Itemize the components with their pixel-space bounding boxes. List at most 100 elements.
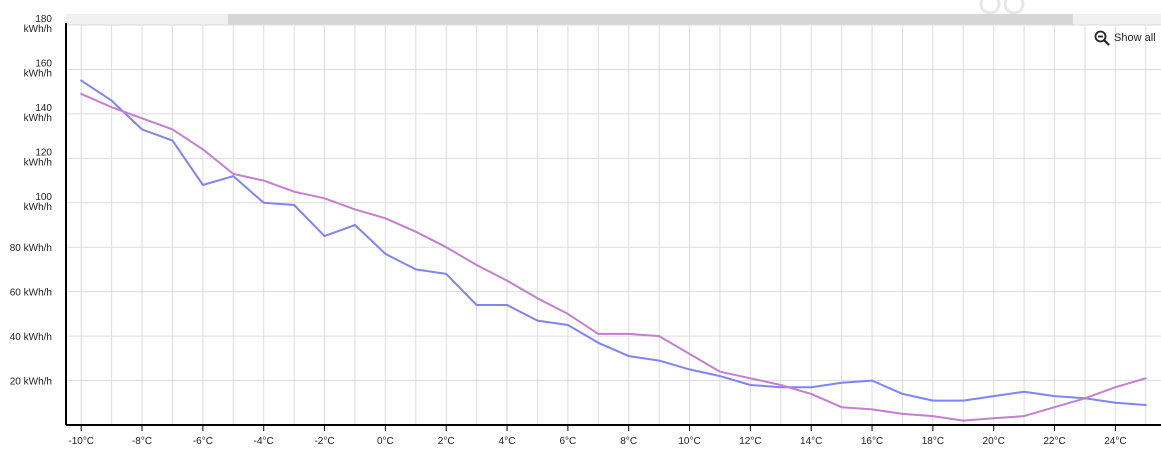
series-1-point xyxy=(627,355,630,357)
series-1-point xyxy=(749,384,752,386)
x-tick-label: 20°C xyxy=(983,436,1005,447)
x-tick-label: 8°C xyxy=(620,436,637,447)
series-1-point xyxy=(1053,395,1056,397)
y-tick-label: 160 kWh/h xyxy=(24,58,53,79)
series-1-point xyxy=(658,359,660,362)
x-tick-label: 18°C xyxy=(922,436,944,447)
series-2-point xyxy=(141,117,143,120)
y-tick-label-line: 120 xyxy=(35,147,52,158)
series-1-point xyxy=(171,139,174,142)
series-1-point xyxy=(506,304,508,306)
y-tick-label: 140 kWh/h xyxy=(24,103,53,124)
y-tick-label-line: kWh/h xyxy=(24,24,52,35)
series-2-point xyxy=(992,417,995,420)
series-2-point xyxy=(1144,377,1147,380)
series-2-point xyxy=(719,370,721,373)
series-1-point xyxy=(110,99,113,102)
y-tick-label-line: kWh/h xyxy=(24,157,52,168)
series-1-point xyxy=(901,393,904,395)
x-tick-label: -10°C xyxy=(68,436,94,447)
series-1-point xyxy=(779,386,782,389)
series-2-point xyxy=(506,279,508,282)
series-2-point xyxy=(962,419,965,422)
series-1-point xyxy=(232,175,235,177)
show-all-button[interactable]: Show all xyxy=(1094,29,1156,47)
series-2-point xyxy=(232,173,235,175)
y-tick-label-line: kWh/h xyxy=(24,113,52,124)
y-tick-label: 60 kWh/h xyxy=(10,288,52,299)
y-tick-label-line: 160 xyxy=(35,58,52,69)
series-2-point xyxy=(202,148,204,151)
series-1-point xyxy=(810,386,813,389)
series-1-point xyxy=(1144,404,1147,406)
x-tick-label: 14°C xyxy=(800,436,822,447)
series-1-point xyxy=(1114,401,1117,404)
y-tick-label-line: 180 xyxy=(35,14,52,25)
series-2-point xyxy=(627,333,630,335)
series-1-point xyxy=(840,381,843,384)
series-2-point xyxy=(80,93,83,95)
series-1-point xyxy=(262,201,265,204)
y-tick-label-line: 60 kWh/h xyxy=(10,288,52,299)
series-2-point xyxy=(567,313,569,315)
series-2-point xyxy=(1023,415,1025,417)
series-2-point xyxy=(779,384,782,386)
x-tick-label: 2°C xyxy=(438,436,455,447)
x-tick-label: 16°C xyxy=(861,436,883,447)
y-tick-label-line: 40 kWh/h xyxy=(10,332,52,343)
y-tick-label-line: 80 kWh/h xyxy=(10,243,52,254)
series-1-point xyxy=(293,204,295,206)
scrollbar-thumb[interactable] xyxy=(228,14,1073,25)
series-1-point xyxy=(445,273,448,275)
x-tick-label: 4°C xyxy=(499,436,516,447)
series-1-point xyxy=(871,379,873,382)
x-tick-label: -8°C xyxy=(132,436,152,447)
y-tick-label-line: kWh/h xyxy=(24,68,52,79)
series-2-point xyxy=(1084,397,1086,400)
series-2-point xyxy=(1114,386,1117,389)
series-1-point xyxy=(80,79,83,82)
y-tick-label: 40 kWh/h xyxy=(10,332,52,343)
series-2-point xyxy=(871,408,873,411)
x-tick-label: 22°C xyxy=(1043,436,1065,447)
series-2-point xyxy=(354,208,356,211)
series-2-point xyxy=(810,393,813,395)
series-1-point xyxy=(1023,390,1025,393)
series-2-point xyxy=(536,297,539,300)
series-2-point xyxy=(445,246,448,249)
series-2-point xyxy=(932,415,934,417)
series-2-point xyxy=(414,230,417,233)
x-tick-label: 10°C xyxy=(678,436,700,447)
series-1-point xyxy=(597,341,600,344)
series-2-point xyxy=(475,264,478,266)
series-1-point xyxy=(536,319,539,322)
y-tick-label-line: 140 xyxy=(35,103,52,114)
y-tick-label: 20 kWh/h xyxy=(10,377,52,388)
series-1-point xyxy=(354,224,356,226)
series-1-point xyxy=(323,235,326,237)
series-1-point xyxy=(202,184,204,186)
series-2-point xyxy=(262,179,265,182)
series-2-point xyxy=(171,128,174,131)
series-2-point xyxy=(384,217,387,220)
series-2-point xyxy=(597,333,600,335)
x-tick-label: 24°C xyxy=(1104,436,1126,447)
x-tick-label: 12°C xyxy=(739,436,761,447)
series-line-1 xyxy=(80,79,1147,406)
y-tick-label: 80 kWh/h xyxy=(10,243,52,254)
series-1-point xyxy=(992,395,995,397)
x-tick-label: -2°C xyxy=(314,436,334,447)
series-1-point xyxy=(567,324,569,326)
y-tick-label-line: 20 kWh/h xyxy=(10,377,52,388)
series-1-point xyxy=(688,368,691,371)
y-tick-label-line: 100 xyxy=(35,192,52,203)
series-1-point xyxy=(141,128,143,131)
x-tick-label: 0°C xyxy=(377,436,394,447)
series-line-2 xyxy=(80,92,1147,422)
series-1-point xyxy=(932,399,934,402)
series-2-point xyxy=(293,190,295,193)
series-1-point xyxy=(384,253,387,255)
x-tick-label: -6°C xyxy=(193,436,213,447)
